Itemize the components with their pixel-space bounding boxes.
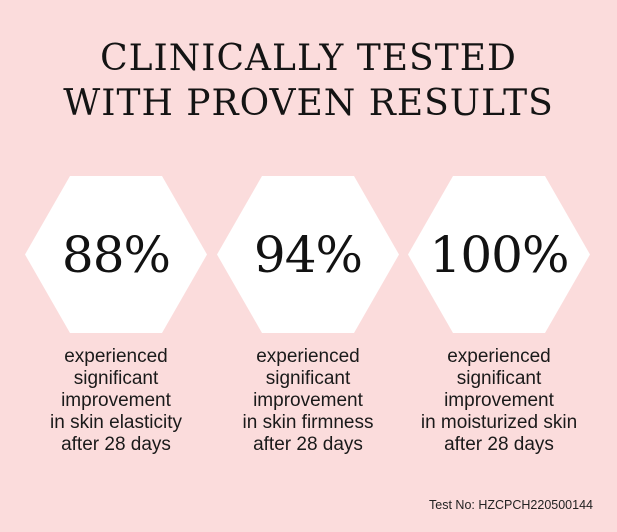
stat-desc-line: after 28 days (444, 434, 554, 455)
stat-desc-line: significant (456, 368, 542, 389)
hexagon-shape (408, 176, 590, 333)
headline-line-2: WITH PROVEN RESULTS (63, 83, 554, 124)
stat-desc-line: improvement (444, 390, 554, 411)
stat-value: 94% (253, 225, 363, 284)
hexagon-badge: 88% (25, 176, 207, 333)
hexagon-shape (25, 176, 207, 333)
stat-desc-line: significant (73, 368, 159, 389)
stat-desc-line: experienced (64, 346, 168, 367)
stat-desc-line: experienced (256, 346, 360, 367)
test-number-footnote: Test No: HZCPCH220500144 (429, 498, 593, 512)
stat-desc-line: in skin firmness (242, 412, 374, 433)
stat-desc-line: in skin elasticity (50, 412, 182, 433)
stat-desc-line: after 28 days (253, 434, 363, 455)
hexagon-badge: 94% (217, 176, 399, 333)
stat-card-moisture: 100% experienced significant improvement… (405, 176, 593, 466)
stat-desc-line: significant (265, 368, 351, 389)
headline-line-1: CLINICALLY TESTED (100, 38, 517, 79)
stat-description: experienced significant improvement in m… (405, 346, 593, 456)
stat-description: experienced significant improvement in s… (22, 346, 210, 456)
stat-desc-line: after 28 days (61, 434, 171, 455)
stat-desc-line: improvement (61, 390, 171, 411)
stat-value: 100% (429, 225, 570, 284)
stat-card-firmness: 94% experienced significant improvement … (214, 176, 402, 466)
stat-desc-line: in moisturized skin (420, 412, 578, 433)
hexagon-badge: 100% (408, 176, 590, 333)
stat-value: 88% (61, 225, 171, 284)
stat-desc-line: improvement (253, 390, 363, 411)
headline: CLINICALLY TESTED WITH PROVEN RESULTS (0, 36, 617, 126)
stat-description: experienced significant improvement in s… (214, 346, 402, 456)
stat-card-elasticity: 88% experienced significant improvement … (22, 176, 210, 466)
hexagon-shape (217, 176, 399, 333)
stat-desc-line: experienced (447, 346, 551, 367)
